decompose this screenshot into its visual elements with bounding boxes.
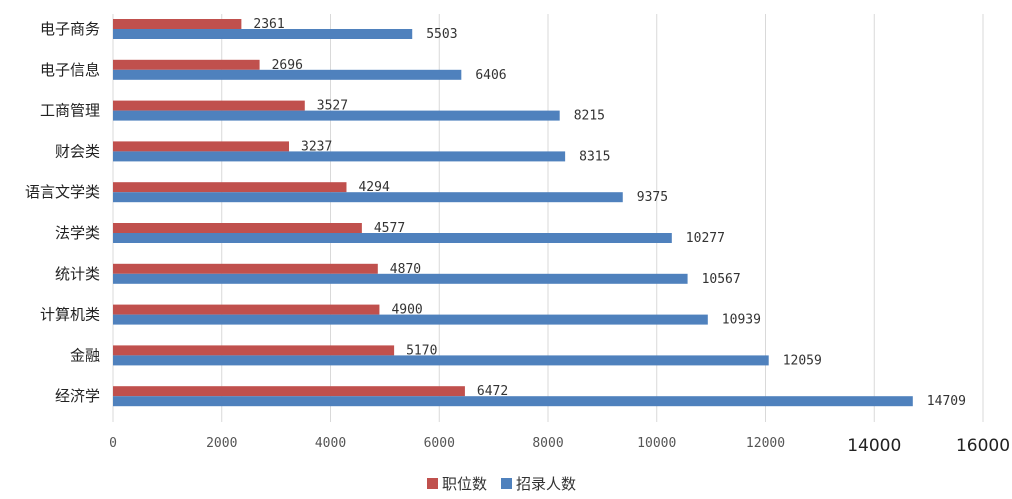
category-label: 法学类 [55, 224, 100, 242]
x-tick-label: 12000 [746, 436, 785, 451]
data-label-recruits: 8215 [574, 109, 605, 124]
data-label-positions: 5170 [406, 343, 437, 358]
bar-recruits [113, 273, 688, 284]
category-label: 电子商务 [40, 20, 100, 38]
data-label-positions: 6472 [477, 384, 508, 399]
legend-label: 招录人数 [516, 475, 576, 493]
data-label-positions: 2361 [253, 17, 284, 32]
data-label-positions: 4577 [374, 221, 405, 236]
data-label-recruits: 6406 [475, 68, 506, 83]
data-label-positions: 4900 [391, 303, 422, 318]
x-tick-label: 0 [109, 436, 117, 451]
data-labels: 2361 5503 2696 6406 3527 8215 3237 8315 4294 9375… [253, 17, 966, 409]
legend-swatch [427, 478, 438, 489]
x-tick-label: 4000 [315, 436, 346, 451]
gridlines [112, 14, 984, 422]
bar-positions [113, 141, 290, 152]
x-tick-label: 8000 [532, 436, 563, 451]
bar-recruits [113, 355, 769, 366]
category-label: 财会类 [55, 142, 100, 160]
data-label-recruits: 14709 [927, 394, 966, 409]
bar-positions [113, 386, 465, 397]
data-label-recruits: 5503 [426, 27, 457, 42]
data-label-recruits: 8315 [579, 149, 610, 164]
legend-label: 职位数 [442, 475, 487, 493]
bar-recruits [113, 192, 623, 203]
data-label-recruits: 10939 [722, 313, 761, 328]
bar-positions [113, 263, 378, 274]
x-tick-label: 16000 [956, 436, 1010, 456]
category-label: 金融 [70, 346, 100, 364]
x-axis-ticks: 0 2000 4000 6000 8000 10000 12000 14000 16000 [109, 436, 1010, 456]
legend: 职位数 招录人数 [427, 475, 576, 493]
data-label-recruits: 10277 [686, 231, 725, 246]
bars [113, 19, 913, 407]
x-tick-label: 6000 [424, 436, 455, 451]
bar-positions [113, 59, 260, 70]
x-tick-label: 10000 [637, 436, 676, 451]
data-label-recruits: 9375 [637, 190, 668, 205]
bar-recruits [113, 314, 708, 325]
bar-recruits [113, 69, 462, 80]
data-label-positions: 3527 [317, 99, 348, 114]
bar-recruits [113, 151, 566, 162]
bar-positions [113, 182, 347, 193]
legend-swatch [501, 478, 512, 489]
data-label-recruits: 12059 [783, 353, 822, 368]
category-label: 电子信息 [40, 61, 100, 79]
bar-positions [113, 345, 395, 356]
bar-recruits [113, 110, 560, 121]
category-label: 经济学 [55, 387, 100, 405]
data-label-recruits: 10567 [702, 272, 741, 287]
category-label: 语言文学类 [25, 183, 100, 201]
bar-positions [113, 304, 380, 315]
bar-positions [113, 100, 305, 111]
data-label-positions: 2696 [272, 58, 303, 73]
category-label: 工商管理 [40, 102, 100, 120]
bar-positions [113, 223, 362, 233]
data-label-positions: 4294 [358, 180, 389, 195]
x-tick-label: 14000 [847, 436, 901, 456]
bar-recruits [113, 233, 672, 243]
bar-recruits [113, 29, 413, 39]
bar-recruits [113, 396, 913, 407]
data-label-positions: 4870 [390, 262, 421, 277]
category-label: 计算机类 [40, 306, 100, 324]
data-label-positions: 3237 [301, 139, 332, 154]
x-tick-label: 2000 [206, 436, 237, 451]
bar-positions [113, 19, 242, 29]
category-label: 统计类 [55, 265, 100, 283]
